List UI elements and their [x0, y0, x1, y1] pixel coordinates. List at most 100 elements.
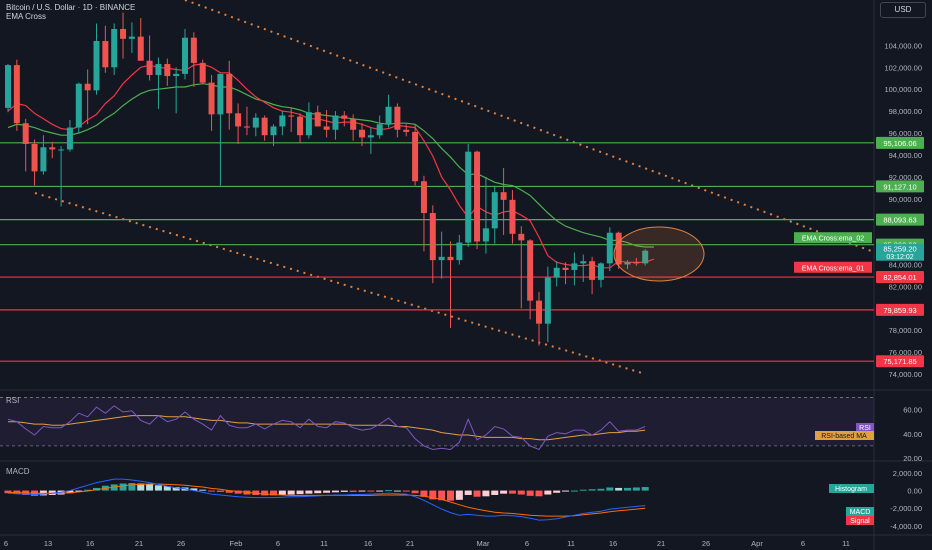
ema-fast-tag: EMA Cross:ema_01 — [802, 265, 864, 272]
candle-body — [350, 118, 357, 130]
histogram-bar — [447, 490, 454, 501]
x-tick-label: 13 — [44, 539, 52, 548]
histogram-bar — [270, 490, 277, 496]
histogram-bar — [358, 490, 366, 492]
histogram-bar — [216, 490, 224, 492]
histogram-legend-tag — [829, 484, 874, 493]
histogram-bar — [128, 483, 136, 491]
candle-body — [314, 112, 321, 127]
histogram-bar — [172, 487, 180, 491]
candle-body — [420, 181, 427, 214]
candle-body — [597, 263, 604, 280]
histogram-bar — [579, 489, 587, 491]
histogram-bar — [429, 490, 437, 500]
histogram-bar — [535, 490, 543, 497]
histogram-bar — [508, 490, 516, 494]
histogram-bar — [385, 490, 393, 492]
candle-body — [465, 151, 472, 243]
candle-body — [31, 143, 38, 172]
histogram-bar — [473, 490, 481, 497]
candle-body — [305, 112, 312, 136]
x-tick-label: 6 — [525, 539, 529, 548]
x-tick-label: Feb — [230, 539, 243, 548]
histogram-bar — [641, 487, 649, 491]
candle-body — [182, 37, 188, 74]
histogram-bar — [526, 490, 534, 496]
macd-legend-tag — [846, 507, 874, 516]
candle-body — [279, 115, 286, 127]
histogram-bar — [544, 490, 552, 495]
candle-body — [624, 262, 631, 265]
histogram-bar — [553, 490, 561, 493]
level-price-tag — [876, 213, 924, 226]
histogram-bar — [154, 485, 162, 491]
histogram-bar — [190, 488, 198, 491]
x-tick-label: Mar — [477, 539, 490, 548]
candle-body — [544, 277, 551, 324]
candle-body — [642, 250, 649, 264]
histogram-bar — [420, 490, 428, 497]
histogram-bar — [75, 490, 83, 492]
candle-body — [394, 106, 401, 130]
candle-body — [199, 62, 206, 83]
histogram-bar — [500, 490, 508, 494]
histogram-bar — [323, 490, 331, 493]
x-tick-label: 11 — [320, 539, 328, 548]
candle-body — [518, 233, 525, 241]
rsi-line — [7, 405, 646, 451]
candle-body — [509, 199, 516, 234]
histogram-bar — [624, 487, 631, 491]
histogram-bar — [340, 490, 348, 492]
histogram-bar — [464, 490, 472, 495]
histogram-bar — [278, 490, 286, 495]
candle-body — [615, 232, 622, 265]
ema-fast-line — [7, 63, 655, 269]
highlight-ellipse — [613, 226, 705, 282]
x-tick-label: 6 — [4, 539, 8, 548]
histogram-bar — [4, 490, 12, 494]
candle-body — [447, 256, 454, 261]
x-tick-label: 21 — [135, 539, 143, 548]
candle-body — [120, 28, 127, 39]
candle-body — [226, 73, 233, 114]
candle-body — [359, 129, 365, 138]
candle-body — [633, 262, 640, 264]
histogram-bar — [570, 490, 578, 492]
histogram-bar — [562, 490, 570, 492]
histogram-bar — [491, 490, 499, 495]
rsi-tick-label: 60.00 — [903, 406, 922, 415]
candle-body — [571, 263, 578, 270]
countdown-label: 03:12:02 — [886, 254, 913, 261]
y-tick-label: 104,000.00 — [884, 41, 922, 50]
histogram-bar — [208, 490, 216, 492]
x-tick-label: 26 — [702, 539, 710, 548]
histogram-bar — [411, 490, 419, 494]
rsi-ma-legend-tag — [815, 431, 874, 440]
level-price-label: 75,171.85 — [883, 357, 916, 366]
histogram-bar — [438, 490, 446, 501]
candle-body — [536, 300, 542, 324]
candle-body — [412, 131, 419, 182]
histogram-bar — [84, 489, 92, 491]
ema-fast-tag-bg — [794, 261, 872, 273]
histogram-bar — [632, 487, 640, 491]
candle-body — [22, 123, 29, 144]
x-tick-label: 16 — [364, 539, 372, 548]
x-tick-label: 16 — [86, 539, 94, 548]
signal-legend: Signal — [850, 518, 870, 525]
chart-title: Bitcoin / U.S. Dollar · 1D · BINANCE — [6, 3, 136, 12]
indicator-label: EMA Cross — [6, 12, 47, 21]
currency-button[interactable]: USD — [880, 2, 926, 18]
histogram-bar — [615, 487, 623, 491]
candle-body — [341, 115, 348, 119]
candle-body — [252, 117, 259, 128]
candle-body — [146, 60, 153, 75]
candle-body — [208, 82, 215, 115]
rsi-tick-label: 20.00 — [903, 454, 922, 463]
candle-body — [243, 126, 250, 128]
histogram-bar — [199, 489, 207, 491]
candle-body — [429, 213, 436, 261]
histogram-bar — [305, 490, 313, 494]
candle-body — [155, 64, 162, 75]
